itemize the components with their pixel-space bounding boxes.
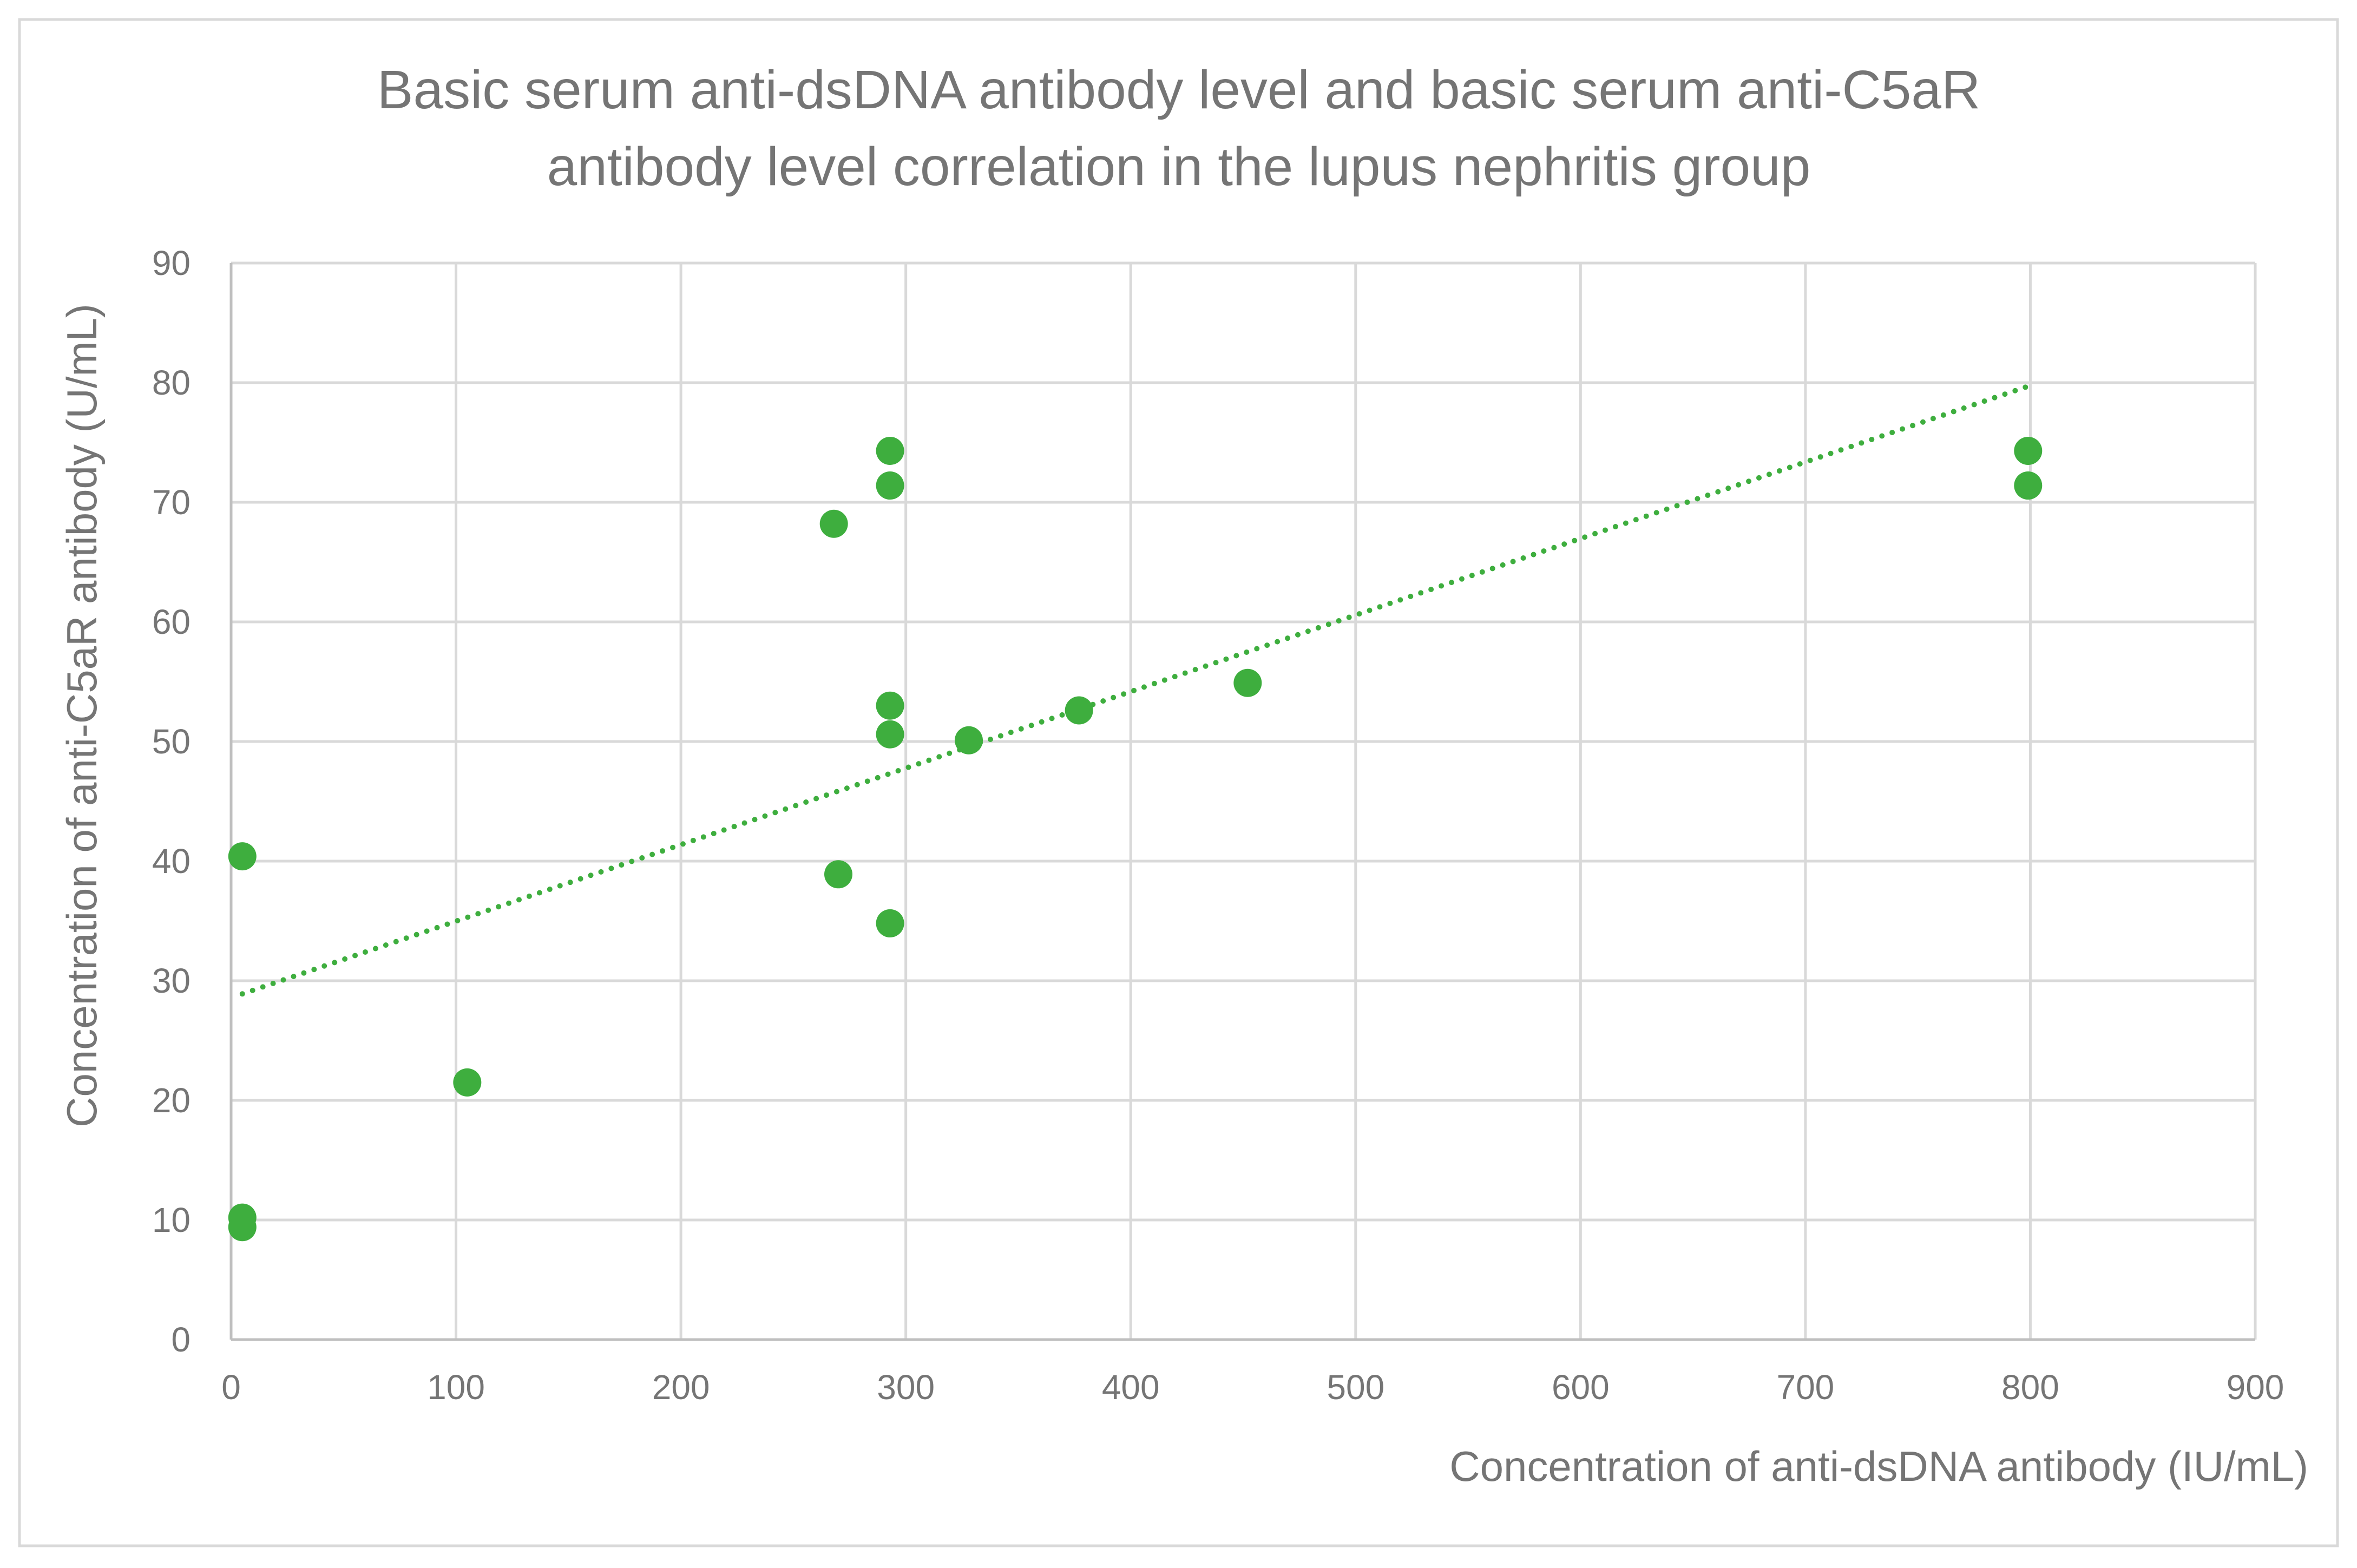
chart-title-line-2: antibody level correlation in the lupus … — [547, 136, 1811, 197]
y-tick-label: 70 — [152, 483, 191, 522]
x-tick-label: 700 — [1776, 1368, 1834, 1407]
x-tick-label: 0 — [221, 1368, 241, 1407]
axes — [229, 263, 2255, 1341]
x-tick-label: 200 — [652, 1368, 710, 1407]
y-tick-label: 20 — [152, 1081, 191, 1120]
data-point — [819, 509, 848, 538]
data-point — [228, 842, 257, 871]
data-point — [955, 726, 983, 755]
y-axis-tick-labels: 0 10 20 30 40 50 60 70 80 90 — [152, 244, 191, 1359]
x-tick-label: 900 — [2227, 1368, 2284, 1407]
data-point — [876, 691, 904, 720]
y-tick-label: 40 — [152, 842, 191, 881]
x-axis-tick-labels: 0 100 200 300 400 500 600 700 800 900 — [221, 1368, 2284, 1407]
x-tick-label: 500 — [1327, 1368, 1384, 1407]
data-points — [228, 436, 2043, 1242]
y-tick-label: 0 — [171, 1320, 191, 1359]
data-point — [1233, 668, 1262, 697]
data-point — [876, 436, 904, 465]
y-tick-label: 90 — [152, 244, 191, 283]
y-tick-label: 60 — [152, 602, 191, 641]
trendline — [239, 383, 2031, 997]
y-tick-label: 80 — [152, 363, 191, 402]
x-tick-label: 400 — [1102, 1368, 1160, 1407]
x-tick-label: 600 — [1552, 1368, 1610, 1407]
y-tick-label: 30 — [152, 961, 191, 1000]
data-point — [876, 720, 904, 749]
x-tick-label: 800 — [2001, 1368, 2059, 1407]
y-tick-label: 10 — [152, 1200, 191, 1239]
x-tick-label: 300 — [877, 1368, 935, 1407]
data-point — [2014, 471, 2043, 500]
chart-title-line-1: Basic serum anti-dsDNA antibody level an… — [377, 60, 1980, 120]
y-tick-label: 50 — [152, 722, 191, 761]
data-point — [2014, 436, 2043, 465]
trendline-group — [239, 383, 2031, 997]
data-point — [453, 1068, 482, 1097]
data-point — [876, 909, 904, 937]
chart-border — [18, 18, 2339, 1547]
x-axis-label: Concentration of anti-dsDNA antibody (IU… — [1449, 1442, 2308, 1490]
data-point — [876, 471, 904, 500]
data-point — [228, 1213, 257, 1242]
x-tick-label: 100 — [427, 1368, 485, 1407]
data-point — [1065, 696, 1093, 725]
y-axis-label: Concentration of anti-C5aR antibody (U/m… — [58, 304, 106, 1127]
data-point — [824, 860, 852, 889]
